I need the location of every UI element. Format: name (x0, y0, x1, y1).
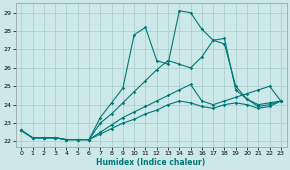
X-axis label: Humidex (Indice chaleur): Humidex (Indice chaleur) (97, 158, 206, 167)
